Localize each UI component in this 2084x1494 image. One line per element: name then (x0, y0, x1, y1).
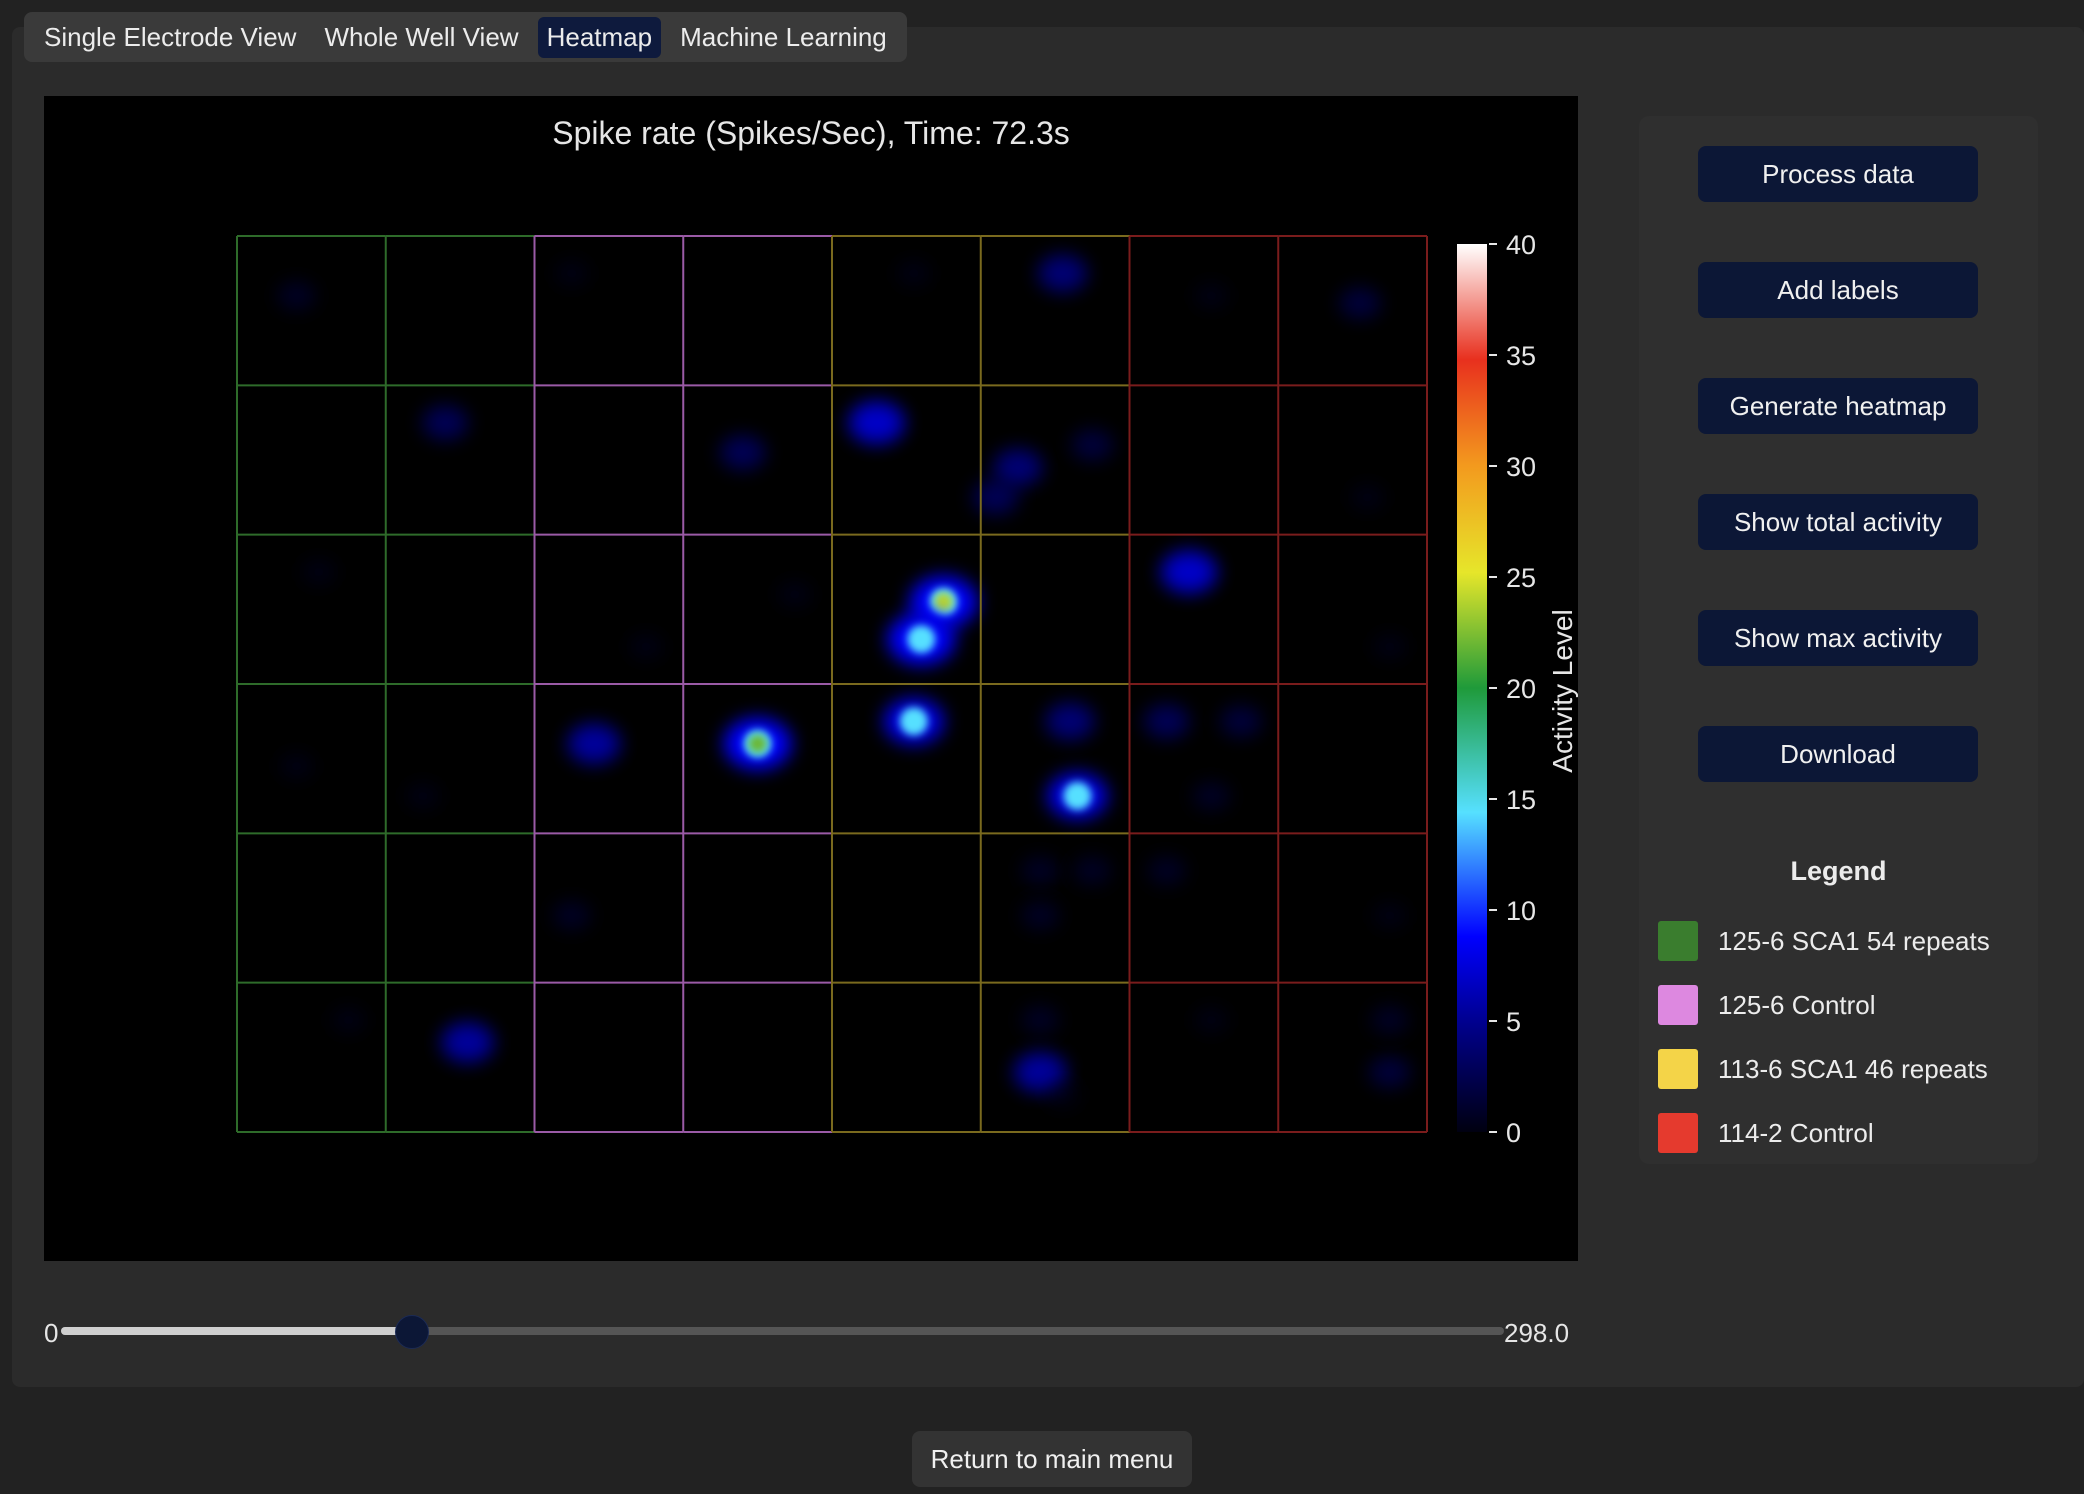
activity-hotspot (1021, 900, 1060, 931)
activity-hotspot (1013, 1051, 1067, 1093)
add-labels-button[interactable]: Add labels (1698, 262, 1978, 318)
tab-machine-learning[interactable]: Machine Learning (680, 21, 887, 52)
activity-hotspot (1021, 1005, 1060, 1035)
colorbar-tick-label: 35 (1506, 341, 1536, 371)
activity-hotspot (723, 717, 792, 770)
legend-label: 125-6 SCA1 54 repeats (1718, 925, 1990, 956)
legend-swatch (1658, 1113, 1698, 1153)
activity-hotspot (777, 580, 813, 608)
legend-item: 125-6 Control (1658, 985, 1876, 1025)
legend-swatch (1658, 985, 1698, 1025)
generate-heatmap-button[interactable]: Generate heatmap (1698, 378, 1978, 434)
time-slider[interactable] (61, 1315, 1504, 1349)
colorbar-ticks: 40 35 30 25 20 15 10 5 0 (1489, 230, 1536, 1148)
legend-label: 113-6 SCA1 46 repeats (1718, 1053, 1988, 1084)
colorbar-tick-label: 15 (1506, 785, 1536, 815)
slider-max-label: 298.0 (1504, 1318, 1570, 1348)
legend-title: Legend (1790, 856, 1887, 886)
tab-bar: Single Electrode View Whole Well View He… (24, 12, 907, 62)
activity-hotspot (1339, 286, 1382, 320)
activity-hotspot (1370, 1005, 1410, 1035)
slider-fill (61, 1327, 412, 1335)
activity-hotspot (1372, 633, 1408, 661)
activity-hotspot (301, 558, 337, 586)
colorbar-tick-label: 20 (1506, 674, 1536, 704)
activity-hotspot (1143, 703, 1190, 739)
activity-hotspot (441, 1021, 495, 1063)
activity-hotspot (567, 723, 621, 765)
colorbar-label: Activity Level (1547, 609, 1578, 772)
activity-hotspot (972, 479, 1019, 515)
heatmap-plot: Spike rate (Spikes/Sec), Time: 72.3s 40 3… (44, 96, 1578, 1261)
activity-hotspot (552, 900, 591, 931)
activity-hotspot (279, 752, 314, 780)
legend-item: 114-2 Control (1658, 1113, 1874, 1153)
control-sidebar: Process data Add labels Generate heatmap… (1639, 116, 2038, 1164)
activity-hotspot (719, 434, 766, 471)
activity-hotspot (405, 782, 441, 810)
return-to-main-menu-button[interactable]: Return to main menu (912, 1431, 1192, 1487)
activity-hotspot (1368, 1056, 1411, 1089)
colorbar-tick-label: 5 (1506, 1007, 1521, 1037)
colorbar-tick-label: 10 (1506, 896, 1536, 926)
legend-item: 113-6 SCA1 46 repeats (1658, 1049, 1988, 1089)
legend-item: 125-6 SCA1 54 repeats (1658, 921, 1990, 961)
colorbar-tick-label: 0 (1506, 1118, 1521, 1148)
activity-hotspot (1193, 282, 1229, 310)
activity-hotspot (993, 448, 1043, 487)
activity-hotspot (1047, 772, 1108, 820)
activity-hotspot (1160, 550, 1218, 594)
tab-whole-well-view[interactable]: Whole Well View (324, 21, 519, 52)
activity-hotspot (883, 698, 944, 745)
slider-min-label: 0 (44, 1318, 59, 1348)
show-max-activity-button[interactable]: Show max activity (1698, 610, 1978, 666)
activity-hotspot (1045, 1081, 1080, 1109)
chart-title: Spike rate (Spikes/Sec), Time: 72.3s (552, 115, 1070, 151)
activity-hotspot (1193, 1006, 1229, 1034)
activity-hotspot (277, 280, 316, 311)
activity-hotspot (1350, 483, 1385, 511)
activity-hotspot (1021, 855, 1060, 886)
electrode-grid (236, 235, 1428, 1133)
tab-heatmap[interactable]: Heatmap (537, 16, 662, 58)
download-button[interactable]: Download (1698, 726, 1978, 782)
legend-label: 125-6 Control (1718, 989, 1876, 1020)
legend-label: 114-2 Control (1718, 1117, 1874, 1148)
activity-hotspot (1147, 855, 1186, 886)
activity-hotspot (1192, 781, 1231, 811)
activity-hotspot (1045, 702, 1095, 741)
tab-single-electrode-view[interactable]: Single Electrode View (44, 21, 297, 52)
activity-hotspot (628, 633, 664, 661)
slider-thumb[interactable] (395, 1315, 430, 1349)
activity-hotspot (1220, 705, 1263, 738)
heatmap-hotspots (277, 254, 1411, 1109)
activity-hotspot (331, 1006, 366, 1034)
activity-hotspot (1372, 902, 1408, 929)
colorbar (1457, 244, 1487, 1132)
legend-swatch (1658, 1049, 1698, 1089)
activity-hotspot (887, 613, 956, 666)
process-data-button[interactable]: Process data (1698, 146, 1978, 202)
activity-hotspot (1073, 855, 1112, 886)
activity-hotspot (422, 405, 469, 441)
colorbar-tick-label: 25 (1506, 563, 1536, 593)
activity-hotspot (896, 259, 932, 287)
colorbar-tick-label: 40 (1506, 230, 1536, 260)
show-total-activity-button[interactable]: Show total activity (1698, 494, 1978, 550)
colorbar-tick-label: 30 (1506, 452, 1536, 482)
activity-hotspot (554, 259, 590, 287)
activity-hotspot (848, 400, 905, 445)
activity-hotspot (1071, 428, 1114, 462)
activity-hotspot (1037, 254, 1088, 293)
heatmap-chart: Spike rate (Spikes/Sec), Time: 72.3s 40 3… (236, 115, 1578, 1148)
legend-swatch (1658, 921, 1698, 961)
